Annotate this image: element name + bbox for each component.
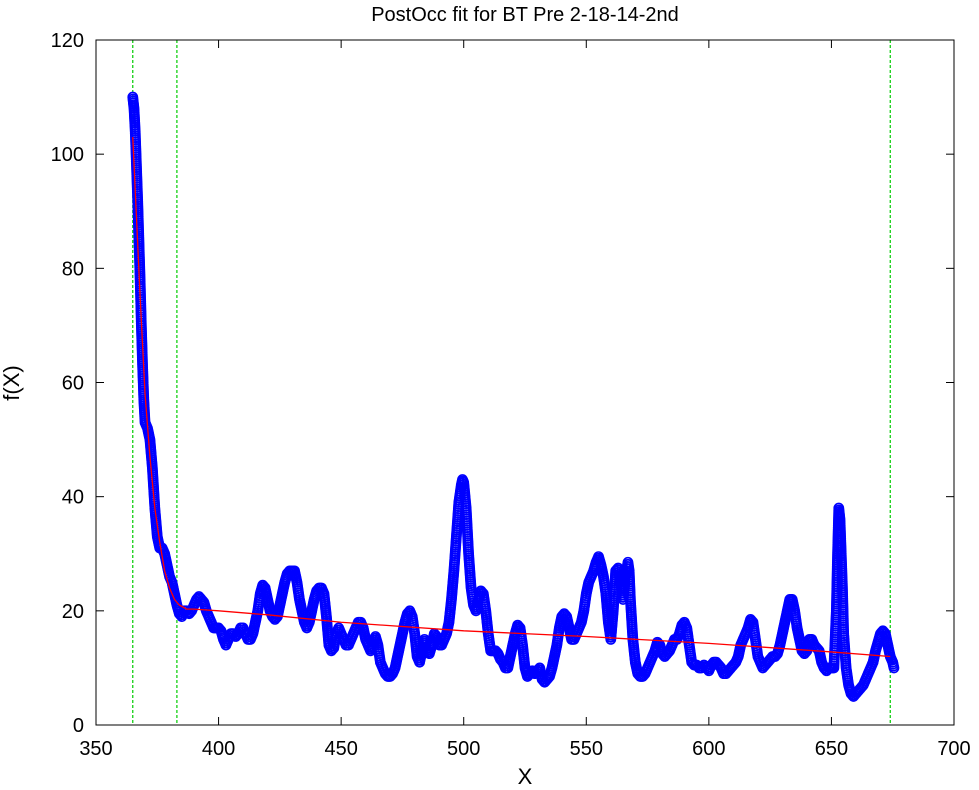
x-tick-label: 450: [324, 738, 357, 760]
plot-area: [96, 40, 954, 725]
y-tick-label: 80: [62, 258, 84, 280]
x-axis-label: X: [518, 764, 533, 789]
x-tick-label: 600: [692, 738, 725, 760]
x-tick-label: 350: [79, 738, 112, 760]
y-tick-label: 0: [73, 715, 84, 737]
x-tick-label: 400: [202, 738, 235, 760]
x-tick-label: 500: [447, 738, 480, 760]
y-tick-label: 40: [62, 487, 84, 509]
y-tick-label: 100: [51, 144, 84, 166]
chart-title: PostOcc fit for BT Pre 2-18-14-2nd: [371, 4, 679, 26]
x-tick-label: 650: [815, 738, 848, 760]
y-tick-label: 20: [62, 601, 84, 623]
x-tick-label: 700: [937, 738, 970, 760]
x-tick-label: 550: [570, 738, 603, 760]
y-tick-label: 60: [62, 373, 84, 395]
y-tick-label: 120: [51, 30, 84, 52]
y-axis-label: f(X): [0, 365, 24, 400]
